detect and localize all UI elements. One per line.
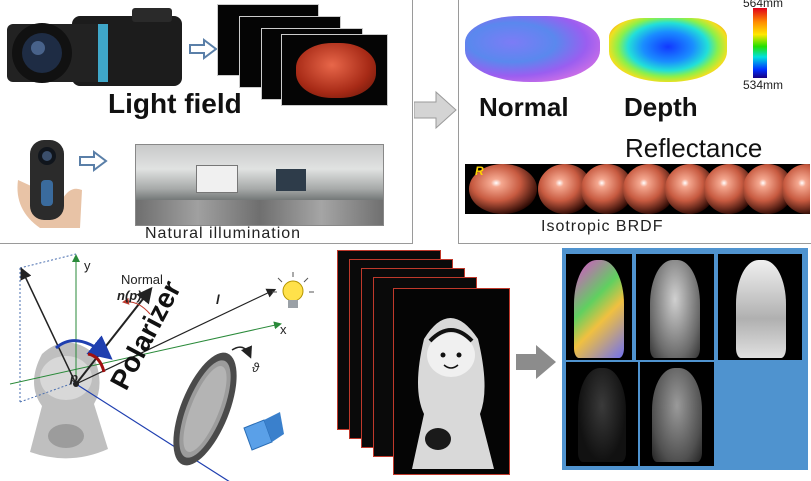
brdf-sphere	[538, 164, 592, 214]
brdf-sphere	[665, 164, 715, 214]
brdf-sphere	[581, 164, 633, 214]
colorbar-min-label: 534mm	[743, 78, 784, 92]
result-normal-image	[566, 254, 632, 360]
natural-illumination-label: Natural illumination	[145, 225, 302, 242]
reconstruction-panel: 564mm 534mm Normal Depth Reflectance R	[458, 0, 811, 244]
depth-map-image	[609, 18, 727, 82]
depth-label: Depth	[624, 92, 698, 122]
polarization-results-panel	[562, 248, 808, 470]
arrow-right-icon	[516, 345, 556, 379]
spherical-camera-image	[17, 140, 82, 228]
arrow-icon	[79, 150, 108, 172]
light-vector-label: l	[216, 292, 220, 307]
colorbar-max-label: 564mm	[743, 0, 784, 10]
brdf-sphere	[743, 164, 793, 214]
brdf-sphere	[782, 164, 810, 214]
camera-icon	[243, 412, 284, 451]
result-albedo-image	[718, 254, 802, 360]
arrow-icon	[189, 38, 218, 60]
result-specular-image	[566, 362, 638, 466]
light-field-label: Light field	[108, 88, 242, 119]
polarization-geometry-diagram	[9, 253, 314, 481]
normal-vector-label: n(p)	[117, 288, 142, 303]
brdf-strip	[465, 164, 810, 214]
polarizer-filter-shape	[173, 352, 237, 466]
normal-map-image	[465, 16, 600, 82]
x-axis-label: x	[280, 322, 287, 337]
result-diffuse-image	[640, 362, 714, 466]
normal-text-label: Normal	[121, 272, 163, 287]
polarized-image-stack	[337, 250, 512, 475]
brdf-r-label: R	[475, 164, 484, 178]
brdf-sphere	[469, 164, 537, 214]
brdf-sphere	[623, 164, 675, 214]
arrow-right-icon	[414, 90, 457, 130]
angle-label: ϑ	[252, 360, 260, 375]
panorama-image	[135, 144, 384, 226]
reflectance-label: Reflectance	[625, 133, 763, 163]
light-field-image-stack	[217, 4, 397, 106]
light-field-panel: Light field Natural illumination	[0, 0, 413, 244]
result-shading-image	[636, 254, 714, 360]
normal-label: Normal	[479, 92, 569, 122]
point-label: p	[70, 370, 78, 385]
light-bulb-icon	[272, 272, 314, 308]
isotropic-brdf-label: Isotropic BRDF	[541, 218, 664, 235]
y-axis-label: y	[84, 258, 91, 273]
depth-colorbar	[753, 8, 767, 78]
figurine-shape	[30, 342, 108, 459]
brdf-sphere	[704, 164, 754, 214]
light-field-camera-image	[7, 8, 182, 86]
